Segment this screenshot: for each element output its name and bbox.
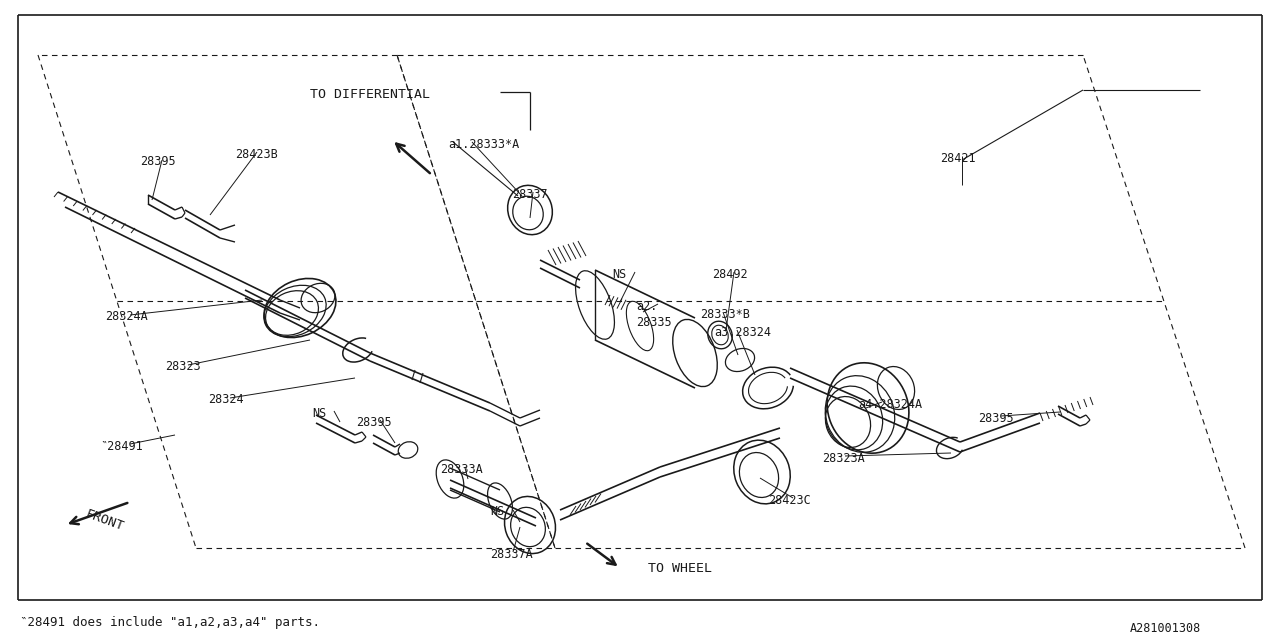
Text: NS: NS — [612, 268, 626, 281]
Text: a2.: a2. — [636, 300, 658, 313]
Text: A281001308: A281001308 — [1130, 622, 1201, 635]
Text: 28423C: 28423C — [768, 494, 810, 507]
Text: 28324: 28324 — [207, 393, 243, 406]
Text: a1.28333*A: a1.28333*A — [448, 138, 520, 151]
Text: 28323A: 28323A — [822, 452, 865, 465]
Text: TO WHEEL: TO WHEEL — [648, 562, 712, 575]
Text: 28337: 28337 — [512, 188, 548, 201]
Text: 28335: 28335 — [636, 316, 672, 329]
Text: 28395: 28395 — [978, 412, 1014, 425]
Text: ‶28491 does include "a1,a2,a3,a4" parts.: ‶28491 does include "a1,a2,a3,a4" parts. — [20, 616, 320, 629]
Text: 28333A: 28333A — [440, 463, 483, 476]
Text: a3.28324: a3.28324 — [714, 326, 771, 339]
Text: 28492: 28492 — [712, 268, 748, 281]
Text: 28421: 28421 — [940, 152, 975, 165]
Text: NS: NS — [312, 407, 326, 420]
Text: NS: NS — [490, 505, 504, 518]
Text: 28323: 28323 — [165, 360, 201, 373]
Text: 28395: 28395 — [356, 416, 392, 429]
Text: 28333*B: 28333*B — [700, 308, 750, 321]
Text: TO DIFFERENTIAL: TO DIFFERENTIAL — [310, 88, 430, 101]
Text: ‶28491: ‶28491 — [100, 440, 143, 453]
Text: 28423B: 28423B — [236, 148, 278, 161]
Text: a4.28324A: a4.28324A — [858, 398, 922, 411]
Text: FRONT: FRONT — [83, 508, 125, 534]
Text: 28395: 28395 — [140, 155, 175, 168]
Text: 28324A: 28324A — [105, 310, 147, 323]
Text: 28337A: 28337A — [490, 548, 532, 561]
